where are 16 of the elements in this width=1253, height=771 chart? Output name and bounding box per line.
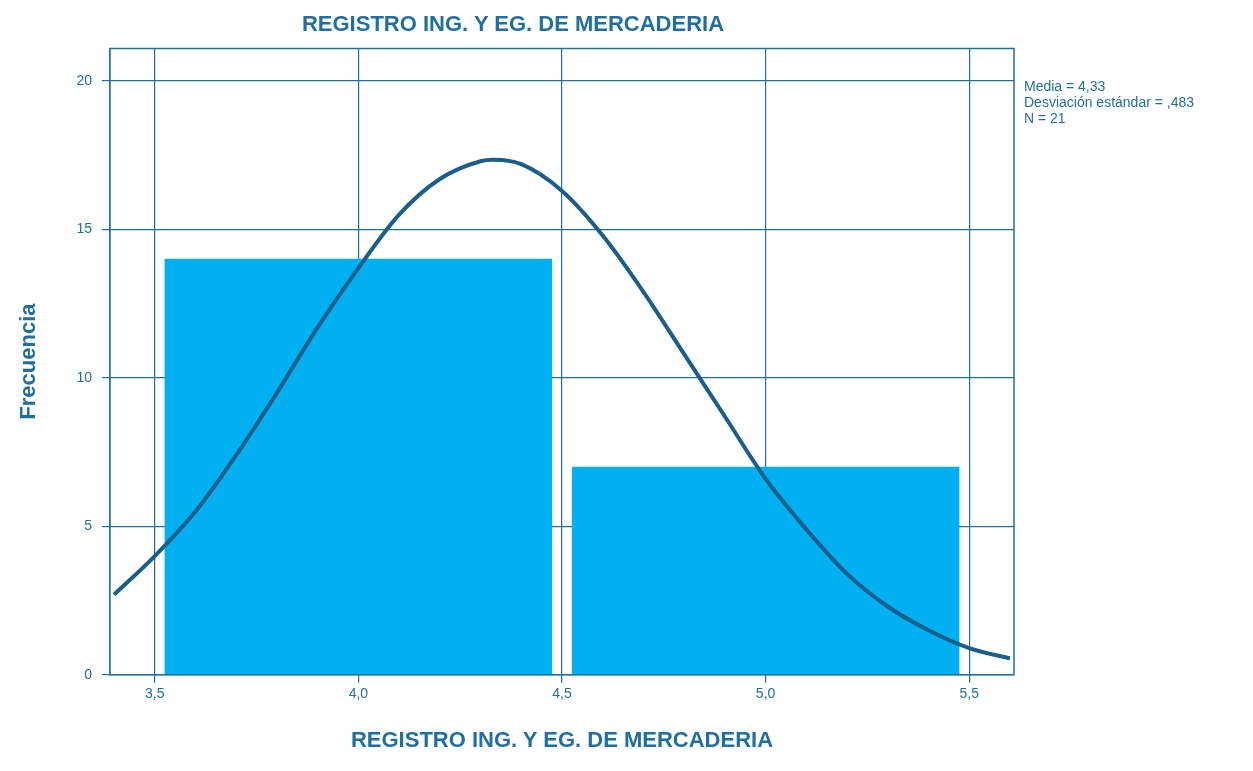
text: Desviación estándar = ,483 — [1024, 94, 1195, 110]
x-tick-label: 4,0 — [348, 685, 369, 702]
x-tick-label: 3,5 — [145, 685, 165, 702]
x-tick-label: 4,5 — [552, 685, 572, 702]
text: N = 21 — [1024, 110, 1067, 126]
y-tick-label: 10 — [76, 368, 93, 385]
x-axis-title: REGISTRO ING. Y EG. DE MERCADERIA — [350, 726, 774, 752]
y-axis-title: Frecuencia — [15, 302, 41, 420]
y-tick-label: 15 — [76, 220, 93, 237]
chart-title: REGISTRO ING. Y EG. DE MERCADERIA — [301, 11, 725, 37]
x-tick-label: 5,5 — [959, 685, 980, 702]
y-tick-label: 20 — [76, 71, 93, 88]
x-tick-label: 5,0 — [755, 685, 776, 702]
y-tick-label: 0 — [84, 665, 93, 682]
y-tick-label: 5 — [84, 517, 93, 534]
text: Media = 4,33 — [1024, 78, 1107, 94]
